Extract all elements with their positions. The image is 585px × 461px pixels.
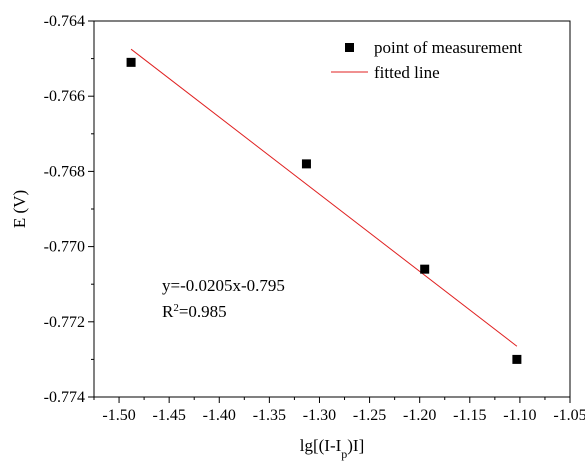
y-tick-label: -0.772 (44, 314, 85, 331)
y-tick-label: -0.768 (44, 163, 85, 180)
data-point (512, 354, 522, 364)
x-tick-label: -1.30 (303, 407, 336, 424)
legend-marker-points (345, 43, 354, 52)
fit-equation: y=-0.0205x-0.795 (162, 276, 285, 295)
legend: point of measurement fitted line (331, 38, 523, 82)
x-tick-label: -1.45 (152, 407, 185, 424)
x-tick-label: -1.25 (353, 407, 386, 424)
x-tick-label: -1.10 (503, 407, 536, 424)
y-tick-label: -0.774 (44, 389, 85, 406)
x-tick-label: -1.20 (403, 407, 436, 424)
x-tick-label: -1.15 (453, 407, 486, 424)
data-point (126, 57, 136, 67)
x-axis-title: lg[(I-Ip)I] (300, 436, 365, 461)
x-tick-label: -1.05 (553, 407, 585, 424)
y-axis-title: E (V) (10, 190, 29, 228)
fitted-line (130, 48, 518, 347)
x-tick-label: -1.50 (102, 407, 135, 424)
y-tick-label: -0.764 (44, 13, 85, 30)
data-point (420, 264, 430, 274)
legend-label-fit: fitted line (374, 63, 440, 82)
legend-label-points: point of measurement (374, 38, 523, 57)
y-tick-label: -0.766 (44, 88, 85, 105)
y-tick-label: -0.770 (44, 239, 85, 256)
x-tick-label: -1.35 (253, 407, 286, 424)
r-squared: R2=0.985 (162, 302, 227, 321)
x-tick-label: -1.40 (203, 407, 236, 424)
data-point (301, 159, 311, 169)
plot-frame (93, 20, 571, 398)
